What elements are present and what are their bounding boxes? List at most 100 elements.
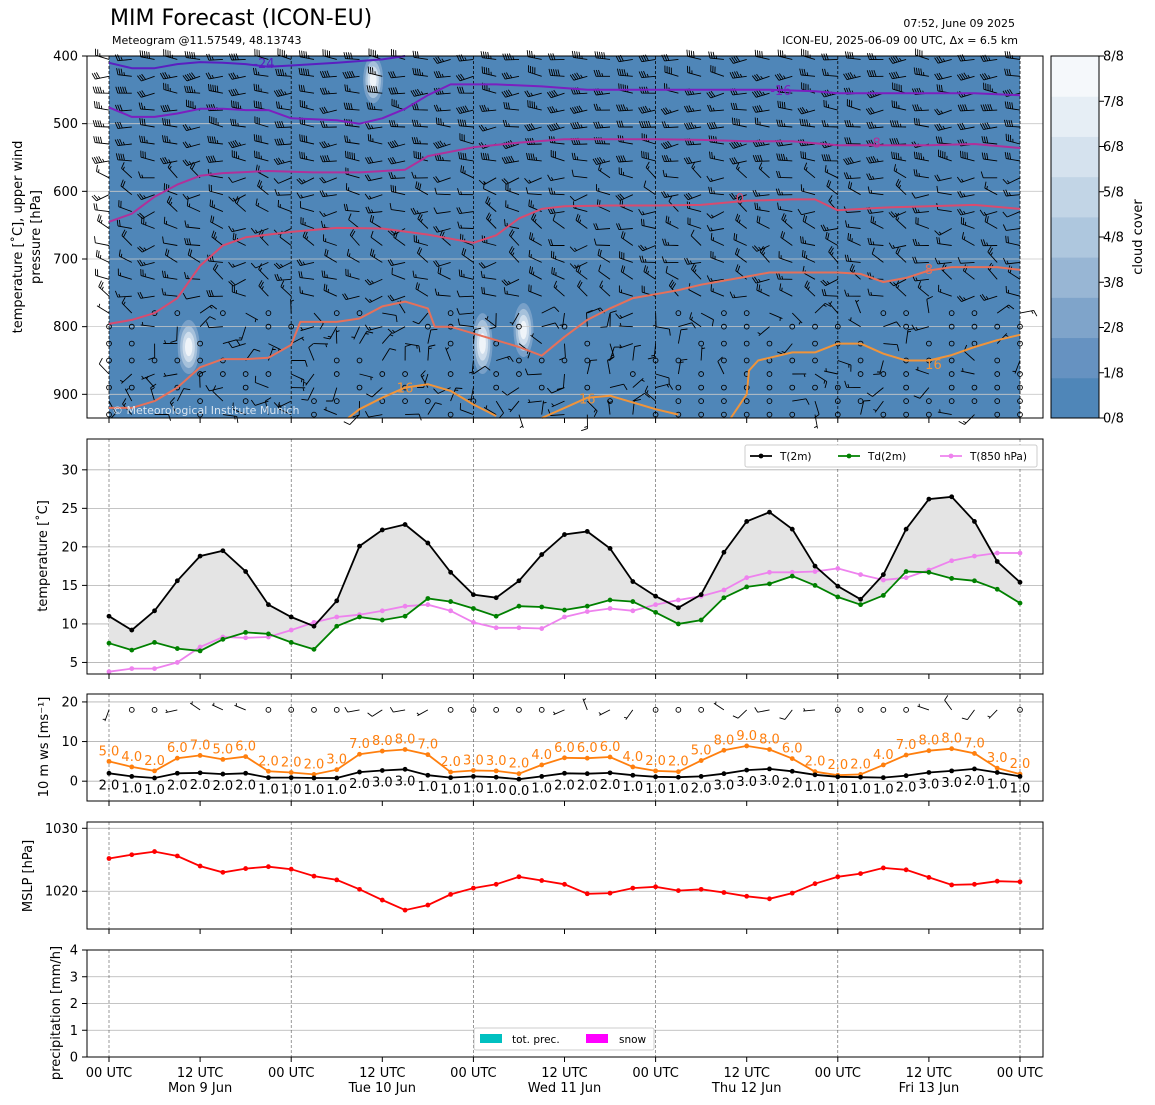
- wind-barb-calm: [493, 384, 500, 391]
- wind-barb: [979, 294, 998, 301]
- wind-barb: [433, 260, 451, 267]
- wind-barb-calm: [994, 411, 1001, 418]
- wind-barb-calm: [356, 310, 363, 316]
- wind-barb: [412, 67, 428, 77]
- wind-barb: [182, 292, 201, 300]
- colorbar-swatch: [1051, 216, 1099, 258]
- data-point: [243, 569, 249, 574]
- wind-barb: [163, 340, 178, 345]
- wind-barb: [550, 250, 565, 263]
- wind-barb: [936, 84, 952, 94]
- wind-barb: [756, 283, 770, 297]
- wind-barb: [228, 261, 246, 268]
- wind-barb: [433, 225, 451, 233]
- data-point: [675, 597, 681, 603]
- wind-barb: [303, 373, 315, 386]
- wind-barb: [889, 120, 907, 128]
- wind-barb: [387, 294, 406, 302]
- wind-barb: [319, 190, 337, 198]
- wind-barb: [503, 102, 520, 111]
- wind-barb: [706, 90, 725, 99]
- wind-barb: [528, 199, 542, 213]
- wind-barb-calm: [721, 357, 727, 364]
- wind-barb: [457, 221, 474, 229]
- legend-box: [473, 1027, 655, 1051]
- mean-wind-value-label: 1.0: [531, 781, 552, 796]
- wind-barb-calm: [106, 357, 112, 364]
- wind-barb: [391, 98, 406, 111]
- wind-barb-calm: [242, 398, 249, 404]
- wind-barb: [258, 229, 269, 246]
- colorbar-tick-label: 6/8: [1103, 140, 1124, 155]
- data-point: [675, 774, 681, 780]
- wind-barb: [182, 141, 201, 149]
- wind-barb: [457, 318, 474, 328]
- wind-barb: [206, 104, 223, 112]
- mean-wind-value-label: 1.0: [805, 780, 826, 795]
- meteogram-location: Meteogram @11.57549, 48.13743: [112, 34, 302, 47]
- wind-barb: [592, 156, 611, 165]
- wind-barb-calm: [926, 340, 932, 347]
- wind-barb: [164, 248, 178, 263]
- data-point: [493, 625, 499, 631]
- data-point: [197, 644, 203, 650]
- isotherm-line: [108, 55, 406, 70]
- wind-barb: [456, 86, 474, 94]
- wind-barb: [163, 216, 178, 229]
- wind-barb: [199, 316, 216, 328]
- wind-barb: [298, 67, 315, 77]
- wind-barb: [280, 280, 292, 297]
- wind-barb: [663, 83, 679, 94]
- wind-barb: [961, 709, 975, 721]
- wind-barb: [160, 71, 178, 80]
- wind-barb: [404, 344, 412, 361]
- wind-barb-calm: [675, 707, 682, 713]
- wind-barb: [212, 385, 224, 402]
- wind-barb: [121, 229, 133, 246]
- wind-barb: [483, 405, 497, 415]
- data-point: [835, 594, 841, 600]
- wind-barb: [245, 312, 259, 323]
- wind-barb: [161, 270, 178, 280]
- mean-wind-value-label: 2.0: [99, 778, 120, 793]
- wind-barb: [844, 137, 861, 145]
- wind-barb: [121, 162, 133, 179]
- data-point: [379, 608, 385, 614]
- wind-barb: [664, 65, 679, 77]
- data-point: [334, 614, 340, 620]
- wind-barb: [707, 104, 724, 112]
- colorbar-swatch: [1051, 136, 1099, 178]
- wind-barb: [661, 121, 679, 129]
- wind-barb: [638, 54, 656, 63]
- wind-barb: [801, 48, 816, 60]
- wind-barb-calm: [743, 340, 750, 347]
- wind-barb-calm: [857, 707, 864, 713]
- wind-barb: [480, 270, 497, 280]
- isotherm-label: 16: [925, 358, 942, 373]
- gust-value-label: 3.0: [486, 754, 507, 769]
- data-point: [471, 774, 476, 779]
- data-point: [379, 527, 385, 533]
- gust-value-label: 3.0: [463, 753, 484, 768]
- wind-barb-calm: [333, 707, 340, 713]
- legend-label: Td(2m): [867, 451, 906, 463]
- colorbar-swatch: [1051, 176, 1099, 218]
- data-point: [812, 881, 818, 887]
- wind-barb: [412, 50, 428, 60]
- wind-barb: [116, 219, 132, 229]
- wind-frame: [86, 693, 1044, 802]
- wind-barb: [779, 283, 793, 297]
- wind-barb: [326, 387, 338, 402]
- wind-barb-calm: [265, 371, 272, 377]
- wind-barb-calm: [766, 398, 773, 404]
- data-point: [197, 648, 203, 654]
- wind-barb: [892, 82, 907, 94]
- data-point: [698, 758, 704, 763]
- wind-barb: [984, 215, 998, 229]
- wind-barb: [137, 245, 155, 253]
- wind-barb: [321, 270, 337, 280]
- data-point: [379, 748, 385, 754]
- wind-barb: [211, 702, 224, 711]
- data-point: [516, 771, 522, 777]
